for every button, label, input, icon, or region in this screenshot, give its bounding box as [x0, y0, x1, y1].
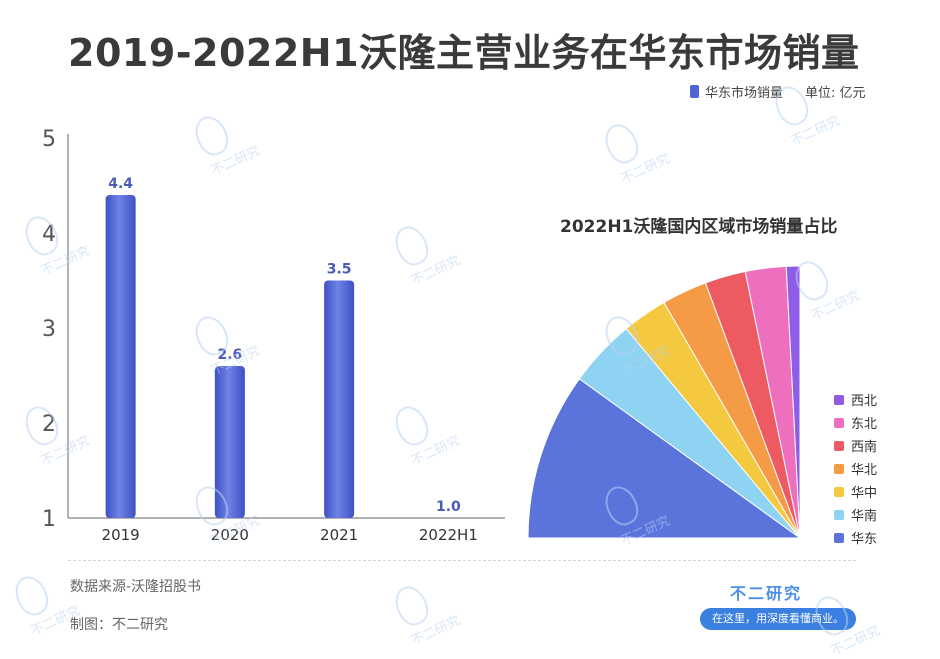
pie-slice — [527, 378, 802, 539]
brand-slogan: 在这里，用深度看懂商业。 — [700, 608, 856, 630]
pie-legend-label: 西北 — [851, 394, 878, 409]
pie-legend: 西北东北西南华北华中华南华东 — [834, 388, 877, 549]
pie-slice — [785, 265, 801, 539]
x-tick-label: 2022H1 — [419, 526, 478, 544]
pie-legend-label: 东北 — [851, 417, 878, 432]
maker-note: 制图：不二研究 — [70, 617, 168, 633]
footer-divider — [68, 560, 856, 561]
pie-legend-swatch — [834, 532, 844, 543]
pie-legend-swatch — [834, 486, 844, 497]
bar-data-label: 1.0 — [436, 499, 461, 515]
legend-swatch — [690, 85, 699, 98]
pie-legend-label: 华南 — [851, 509, 878, 524]
legend-series-name: 华东市场销量 — [705, 86, 784, 101]
y-tick-label: 2 — [42, 412, 56, 437]
y-tick-label: 1 — [42, 507, 56, 532]
chart-canvas: 1 2 3 4 5 4.4 2019 2.6 2020 3.5 2021 1.0 2022H1 — [42, 127, 802, 544]
bar — [105, 195, 136, 518]
y-tick-label: 4 — [42, 222, 56, 247]
bar — [324, 280, 355, 518]
pie-legend-item: 西北 — [834, 388, 877, 411]
pie-legend-swatch — [834, 509, 844, 520]
pie-title: 2022H1沃隆国内区域市场销量占比 — [560, 217, 838, 237]
pie-legend-swatch — [834, 417, 844, 428]
pie-legend-label: 华中 — [851, 486, 878, 501]
bar-data-label: 2.6 — [217, 347, 242, 363]
pie-legend-item: 华中 — [834, 480, 877, 503]
unit-label: 单位: 亿元 — [805, 86, 866, 101]
bar — [214, 366, 245, 518]
pie-legend-swatch — [834, 440, 844, 451]
x-tick-label: 2019 — [102, 526, 140, 544]
bar-data-label: 3.5 — [327, 262, 352, 278]
x-tick-label: 2020 — [211, 526, 249, 544]
bar-chart: 1 2 3 4 5 4.4 2019 2.6 2020 3.5 2021 1.0 2022H1 — [42, 127, 505, 544]
y-tick-label: 5 — [42, 127, 56, 152]
pie-legend-label: 华北 — [851, 463, 878, 478]
chart-title: 2019-2022H1沃隆主营业务在华东市场销量 — [68, 31, 860, 75]
pie-legend-label: 华东 — [851, 532, 878, 547]
pie-legend-item: 华北 — [834, 457, 877, 480]
pie-chart — [527, 265, 802, 539]
brand-name: 不二研究 — [730, 584, 803, 603]
pie-legend-label: 西南 — [851, 440, 878, 455]
x-tick-label: 2021 — [320, 526, 358, 544]
pie-legend-swatch — [834, 394, 844, 405]
pie-legend-swatch — [834, 463, 844, 474]
y-tick-label: 3 — [42, 317, 56, 342]
pie-legend-item: 华东 — [834, 526, 877, 549]
pie-legend-item: 华南 — [834, 503, 877, 526]
source-note: 数据来源-沃隆招股书 — [70, 579, 202, 595]
bar-data-label: 4.4 — [108, 176, 133, 192]
pie-legend-item: 东北 — [834, 411, 877, 434]
pie-legend-item: 西南 — [834, 434, 877, 457]
bar-legend: 华东市场销量 单位: 亿元 — [690, 82, 866, 101]
